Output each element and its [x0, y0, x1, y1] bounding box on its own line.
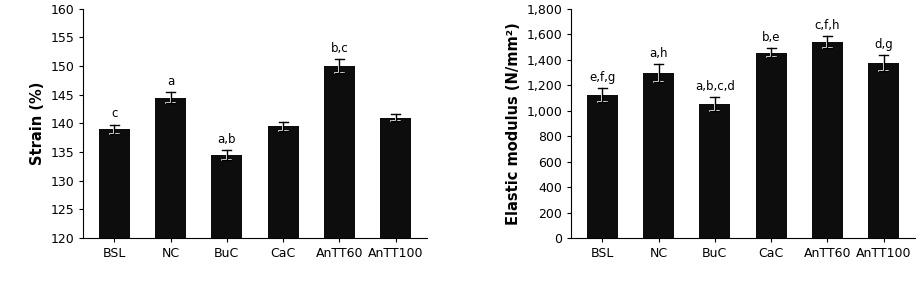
- Text: c,f,h: c,f,h: [815, 19, 840, 32]
- Bar: [212, 155, 242, 294]
- Text: e,f,g: e,f,g: [589, 71, 615, 84]
- Text: b,c: b,c: [331, 42, 348, 55]
- Bar: [756, 53, 786, 238]
- Bar: [155, 98, 186, 294]
- Bar: [380, 118, 411, 294]
- Y-axis label: Elastic modulus (N/mm²): Elastic modulus (N/mm²): [505, 22, 520, 225]
- Text: a,b: a,b: [217, 133, 237, 146]
- Text: a: a: [167, 75, 174, 88]
- Text: b,e: b,e: [761, 31, 781, 44]
- Bar: [99, 129, 129, 294]
- Bar: [587, 96, 618, 238]
- Text: d,g: d,g: [874, 38, 893, 51]
- Bar: [643, 73, 674, 238]
- Bar: [268, 126, 298, 294]
- Text: a,b,c,d: a,b,c,d: [695, 80, 735, 93]
- Text: c: c: [111, 108, 117, 121]
- Y-axis label: Strain (%): Strain (%): [30, 82, 44, 165]
- Bar: [812, 42, 843, 238]
- Text: a,h: a,h: [650, 47, 668, 60]
- Bar: [699, 104, 730, 238]
- Bar: [324, 66, 355, 294]
- Bar: [869, 63, 899, 238]
